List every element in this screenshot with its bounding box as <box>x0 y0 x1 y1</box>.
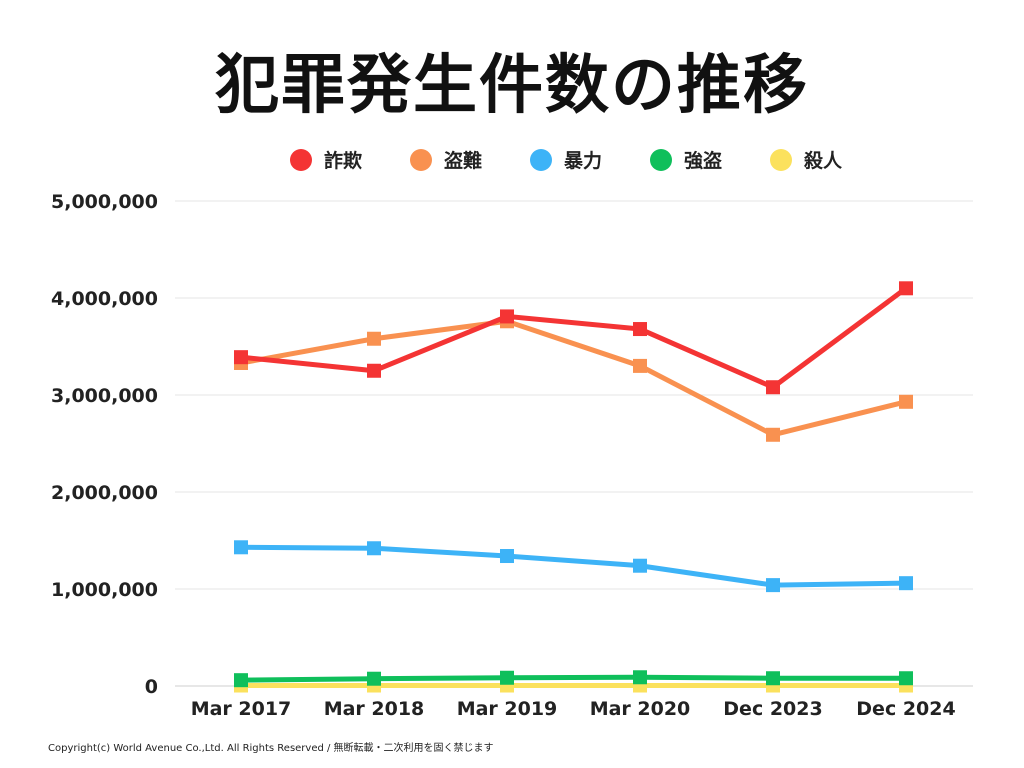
legend-marker <box>290 148 312 171</box>
legend-label: 詐欺 <box>324 150 363 172</box>
data-point <box>899 576 913 591</box>
data-point <box>367 671 381 686</box>
legend-item-theft: 盗難 <box>410 146 530 173</box>
data-point <box>367 363 381 378</box>
legend-label: 殺人 <box>804 150 843 172</box>
copyright-footer: Copyright(c) World Avenue Co.,Ltd. All R… <box>48 743 494 754</box>
data-point <box>899 281 913 296</box>
series-line <box>238 318 909 438</box>
x-tick-label: Mar 2020 <box>590 698 691 720</box>
x-tick-label: Mar 2019 <box>457 698 558 720</box>
legend-item-fraud: 詐欺 <box>290 146 410 173</box>
x-tick-label: Mar 2018 <box>324 698 425 720</box>
data-point <box>367 331 381 346</box>
y-tick-label: 5,000,000 <box>51 191 158 213</box>
data-point <box>633 558 647 573</box>
data-point <box>367 541 381 556</box>
chart-title: 犯罪発生件数の推移 <box>215 49 809 123</box>
series-line <box>238 285 909 390</box>
legend-item-murder: 殺人 <box>770 146 890 173</box>
data-point <box>899 394 913 409</box>
x-tick-label: Dec 2024 <box>856 698 955 720</box>
legend-marker <box>650 148 672 171</box>
series-line <box>238 544 909 588</box>
legend-item-robbery: 強盗 <box>650 146 770 173</box>
legend: 詐欺 盗難 暴力 強盗 殺人 <box>290 146 890 173</box>
legend-marker <box>770 148 792 171</box>
data-point <box>766 671 780 686</box>
legend-item-violence: 暴力 <box>530 146 650 173</box>
y-tick-label: 2,000,000 <box>51 482 158 504</box>
data-point <box>500 549 514 564</box>
series-line <box>238 674 909 683</box>
data-point <box>766 380 780 395</box>
data-point <box>766 578 780 593</box>
x-tick-label: Dec 2023 <box>723 698 822 720</box>
legend-label: 強盗 <box>684 150 723 172</box>
y-tick-label: 3,000,000 <box>51 385 158 407</box>
data-point <box>234 540 248 555</box>
y-tick-label: 0 <box>145 676 158 698</box>
data-point <box>234 350 248 365</box>
legend-marker <box>410 148 432 171</box>
legend-marker <box>530 148 552 171</box>
data-point <box>633 322 647 337</box>
y-tick-label: 1,000,000 <box>51 579 158 601</box>
legend-label: 暴力 <box>564 150 603 172</box>
x-tick-label: Mar 2017 <box>191 698 292 720</box>
data-point <box>766 427 780 442</box>
data-point <box>500 670 514 685</box>
data-point <box>899 671 913 686</box>
data-point <box>234 673 248 688</box>
legend-label: 盗難 <box>444 150 483 172</box>
data-point <box>633 670 647 685</box>
y-tick-label: 4,000,000 <box>51 288 158 310</box>
data-point <box>500 309 514 324</box>
data-point <box>633 358 647 373</box>
